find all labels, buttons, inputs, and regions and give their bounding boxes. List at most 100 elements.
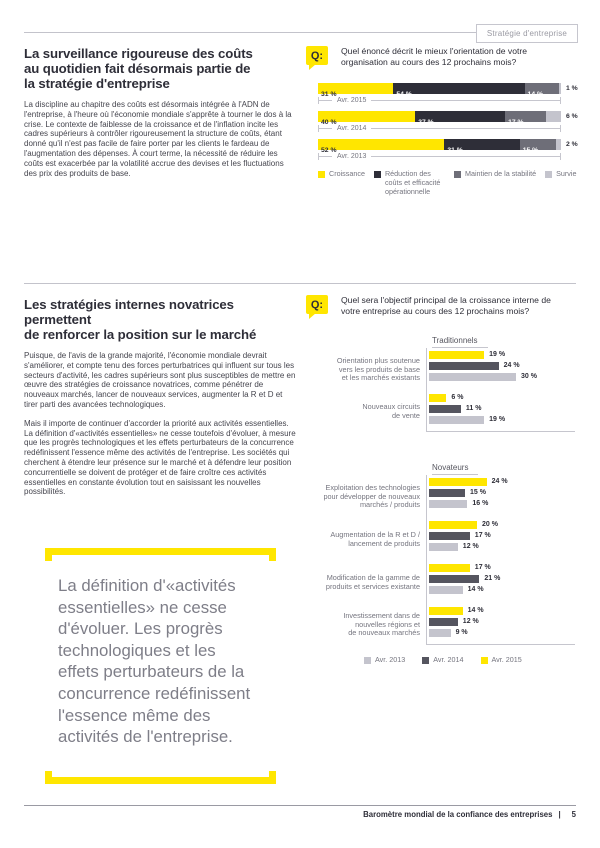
bar-value-label: 15 %	[470, 489, 486, 497]
axis-category-label: Avr. 2014	[332, 124, 372, 134]
axis-tick-left	[318, 125, 319, 133]
grouped-bar: 17 %	[429, 564, 491, 573]
bar-value-label: 11 %	[465, 405, 482, 413]
bar-value-label: 14 %	[467, 586, 484, 594]
bar-value-label: 24 %	[491, 478, 508, 486]
bar-value-label: 17 %	[474, 564, 491, 572]
bar-axis: Avr. 2014	[318, 124, 561, 134]
stacked-bar: 52 % 31 % 15 % 2 %	[318, 139, 578, 154]
grouped-bar: 30 %	[429, 373, 537, 382]
axis-tick-right	[560, 153, 561, 161]
bar-segment: 54 %	[393, 83, 525, 98]
segment-value-label: 52 %	[321, 147, 337, 155]
segment-value-label: 31 %	[321, 91, 337, 99]
grouped-bar: 16 %	[429, 500, 488, 509]
legend-swatch	[318, 171, 325, 179]
axis-tick-left	[318, 97, 319, 105]
segment-value-label: 14 %	[527, 91, 544, 99]
grouped-bar: 6 %	[429, 394, 463, 403]
legend-item: Maintien de la stabilité	[453, 169, 537, 196]
grouped-bar: 19 %	[429, 351, 505, 360]
grouped-bar: 19 %	[429, 416, 505, 425]
stacked-bar: 31 % 54 % 14 % 1 %	[318, 83, 578, 98]
bar-value-label: 16 %	[472, 500, 489, 508]
segment-value-label-outside: 2 %	[566, 141, 578, 149]
growth-chart-legend: Avr. 2013 Avr. 2014 Avr. 2015	[364, 656, 578, 665]
stacked-bar-row: 40 % 37 % 17 % 6 % Avr. 2014	[318, 111, 578, 134]
segment-value-label: 37 %	[418, 119, 434, 127]
bar-value-label: 12 %	[462, 618, 479, 626]
legend-swatch	[453, 171, 461, 179]
question-bubble-icon: Q:	[306, 46, 328, 70]
grouped-bar-row: Investissement dans de nouvelles régions…	[306, 604, 578, 646]
orientation-stacked-chart: 31 % 54 % 14 % 1 % Avr. 2015 40 % 37 % 17 % 6 % A…	[318, 83, 578, 162]
axis-tick-right	[560, 97, 561, 105]
grouped-bar: 14 %	[429, 586, 484, 595]
legend-swatch	[480, 657, 488, 665]
axis-tick-left	[318, 153, 319, 161]
section-tag-box: Stratégie d'entreprise	[476, 24, 578, 43]
bar-value-label: 6 %	[451, 394, 464, 402]
bar-segment	[558, 83, 561, 95]
stacked-bar: 40 % 37 % 17 % 6 %	[318, 111, 578, 126]
bar-group: 20 % 17 % 12 %	[426, 518, 575, 562]
bar-value-label: 24 %	[503, 362, 520, 370]
bar-value-label: 9 %	[455, 629, 468, 637]
bar-group: 6 % 11 % 19 %	[426, 391, 575, 433]
grouped-bar: 17 %	[429, 532, 491, 541]
stacked-bar-row: 52 % 31 % 15 % 2 % Avr. 2013	[318, 139, 578, 162]
strategy-section-body-2: Mais il importe de continuer d'accorder …	[24, 418, 296, 497]
grouped-bar: 20 %	[429, 521, 498, 530]
bar-segment	[556, 139, 561, 151]
grouped-bar: 11 %	[429, 405, 481, 414]
quote-bracket-top	[45, 548, 276, 561]
category-label: Nouveaux circuits de vente	[362, 402, 420, 420]
group-block: Novateurs Exploitation des technologies p…	[306, 457, 578, 646]
grouped-bar: 12 %	[429, 618, 479, 627]
bar-value-label: 19 %	[489, 416, 506, 424]
bar-value-label: 14 %	[467, 607, 484, 615]
segment-value-label: 17 %	[508, 119, 524, 127]
strategy-section: Les stratégies internes novatrices perme…	[24, 297, 298, 497]
grouped-bar: 24 %	[429, 478, 508, 487]
legend-item: Croissance	[318, 170, 365, 196]
stacked-bar-row: 31 % 54 % 14 % 1 % Avr. 2015	[318, 83, 578, 106]
legend-label: Avr. 2014	[433, 655, 464, 665]
legend-label: Réduction des coûts et efficacité opérat…	[384, 169, 441, 196]
grouped-bar-row: Nouveaux circuits de vente 6 % 11 % 19 %	[306, 391, 578, 433]
segment-value-label: 15 %	[522, 147, 539, 155]
legend-label: Maintien de la stabilité	[464, 169, 537, 179]
header-rule	[24, 32, 476, 33]
bar-group: 14 % 12 % 9 %	[426, 604, 575, 646]
footer-page-number: 5	[571, 810, 576, 819]
legend-item: Survie	[545, 170, 576, 196]
grouped-bar-row: Orientation plus soutenue vers les produ…	[306, 348, 578, 392]
bar-value-label: 17 %	[474, 532, 491, 540]
legend-item: Avr. 2015	[480, 655, 522, 665]
grouped-bar: 14 %	[429, 607, 484, 616]
axis-line	[318, 100, 561, 102]
bar-axis: Avr. 2013	[318, 152, 561, 162]
grouped-bar: 12 %	[429, 543, 479, 552]
legend-item: Réduction des coûts et efficacité opérat…	[373, 169, 445, 196]
quote-bracket-bottom	[45, 771, 276, 784]
legend-swatch	[545, 171, 553, 179]
bar-segment: 52 %	[318, 139, 445, 154]
footer-title: Baromètre mondial de la confiance des en…	[363, 810, 553, 819]
question-bubble-label: Q:	[310, 49, 324, 62]
axis-line	[318, 128, 561, 130]
question-row: Q: Quel sera l'objectif principal de la …	[306, 295, 578, 319]
legend-label: Avr. 2015	[491, 655, 522, 665]
pull-quote: La définition d'«activités essentielles»…	[45, 548, 276, 784]
legend-swatch	[422, 657, 430, 665]
bar-segment: 31 %	[318, 83, 394, 98]
group-block: Traditionnels Orientation plus soutenue v…	[306, 330, 578, 433]
section-divider	[24, 283, 576, 284]
growth-grouped-chart: Traditionnels Orientation plus soutenue v…	[306, 330, 578, 646]
cost-section-body: La discipline au chapitre des coûts est …	[24, 100, 292, 178]
group-title: Traditionnels	[432, 336, 488, 349]
bar-segment: 40 %	[318, 111, 416, 126]
legend-item: Avr. 2014	[422, 655, 464, 665]
bar-group: 19 % 24 % 30 %	[426, 348, 575, 392]
